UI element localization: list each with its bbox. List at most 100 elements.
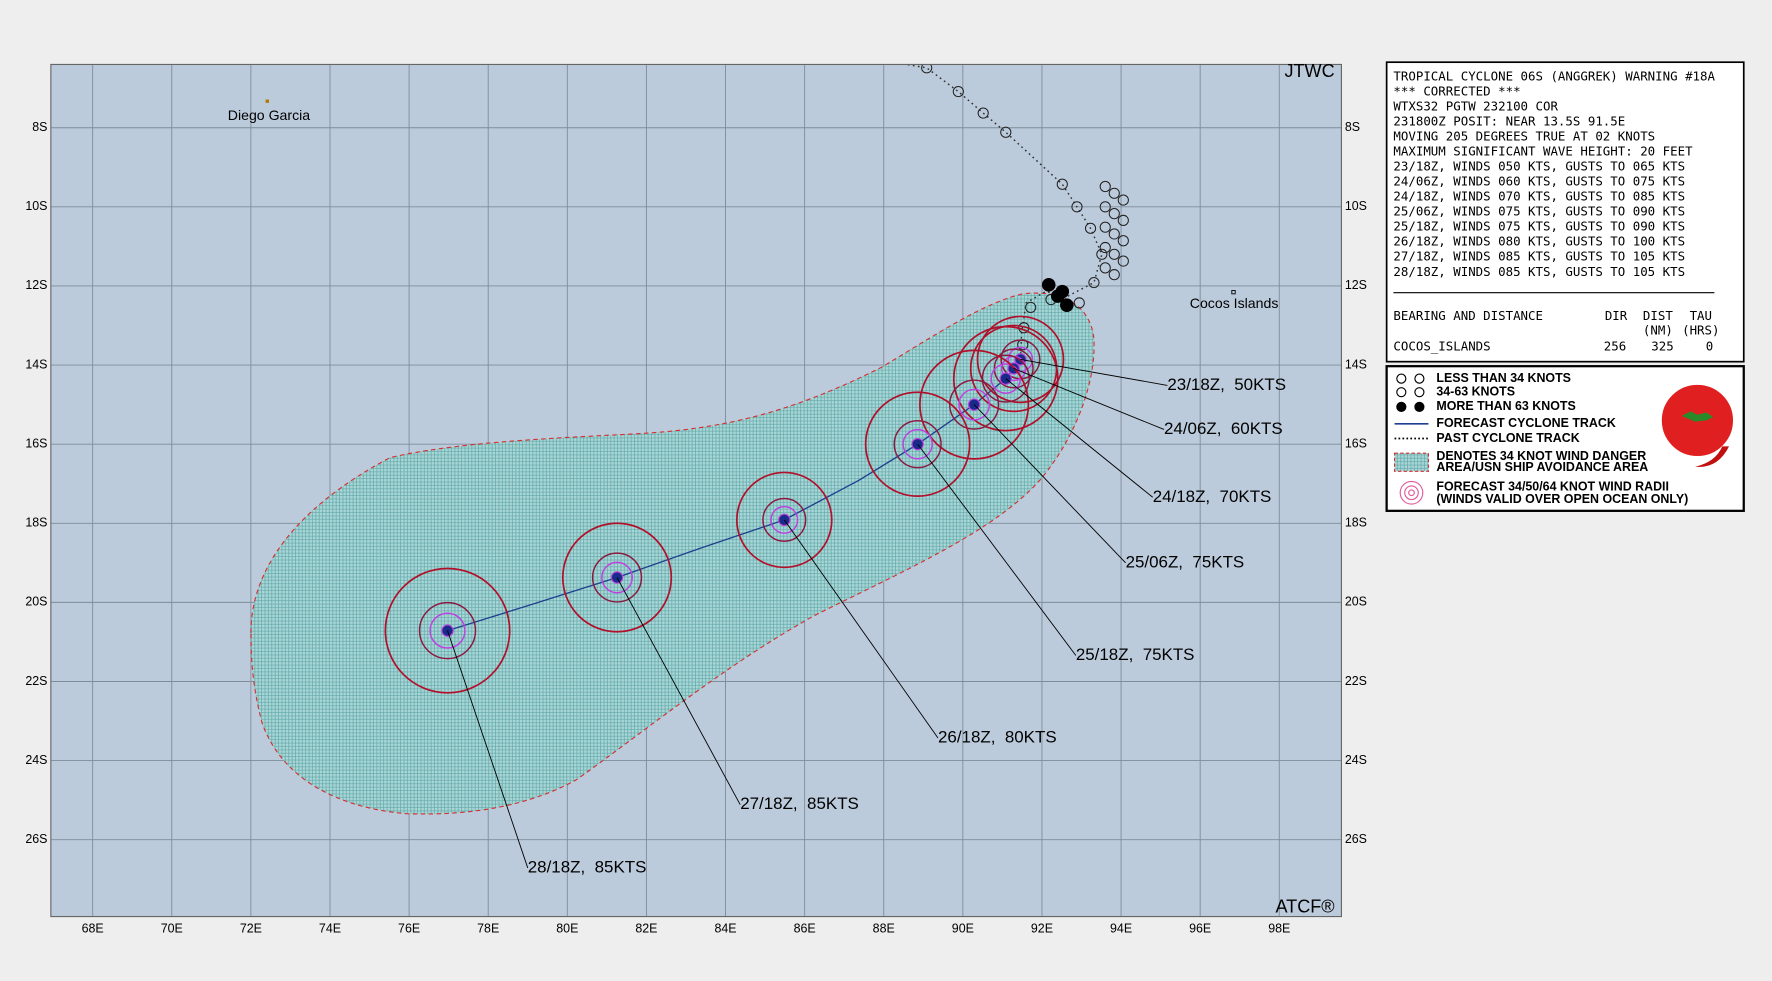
past-track — [901, 64, 1103, 360]
legend-label: FORECAST 34/50/64 KNOT WIND RADII — [1436, 479, 1669, 493]
past-position — [1071, 201, 1083, 213]
legend-symbol — [1404, 485, 1419, 501]
legend-symbol — [1408, 489, 1415, 497]
lat-label: 16S — [25, 436, 47, 450]
label-leader — [616, 577, 741, 805]
past-position — [1099, 241, 1111, 254]
legend-label: (WINDS VALID OVER OPEN OCEAN ONLY) — [1436, 492, 1688, 506]
lon-label: 72E — [240, 921, 262, 935]
table-header: TAU — [1690, 308, 1712, 323]
lat-label: 12S — [25, 278, 47, 292]
table-unit: (NM) — [1643, 323, 1673, 338]
past-position — [1117, 214, 1129, 226]
lat-label: 18S — [1345, 516, 1367, 530]
forecast-label: 23/18Z, 50KTS — [1167, 375, 1286, 394]
lat-label: 22S — [1345, 674, 1367, 688]
legend-label: PAST CYCLONE TRACK — [1436, 431, 1579, 445]
warning-line: 25/06Z, WINDS 075 KTS, GUSTS TO 090 KTS — [1393, 204, 1685, 219]
lon-label: 74E — [319, 921, 341, 935]
jtwc-logo-islands — [1681, 411, 1714, 422]
label-leader — [1020, 358, 1168, 386]
warning-line: 23/18Z, WINDS 050 KTS, GUSTS TO 065 KTS — [1393, 159, 1685, 174]
past-position — [1099, 201, 1111, 213]
legend-label: 34-63 KNOTS — [1436, 384, 1515, 398]
wind-radius-50 — [893, 420, 942, 469]
wind-radius-50 — [981, 354, 1030, 403]
warning-line: MAXIMUM SIGNIFICANT WAVE HEIGHT: 20 FEET — [1393, 144, 1693, 159]
wind-radius-34 — [864, 391, 971, 497]
lon-label: 94E — [1110, 921, 1132, 935]
table-station: COCOS_ISLANDS — [1393, 338, 1490, 353]
lon-label: 92E — [1031, 921, 1053, 935]
forecast-label: 24/18Z, 70KTS — [1153, 487, 1272, 506]
legend-symbol — [1396, 387, 1407, 398]
legend-label: DENOTES 34 KNOT WIND DANGER — [1436, 449, 1646, 463]
legend-symbol — [1393, 452, 1430, 472]
forecast-label: 25/06Z, 75KTS — [1126, 552, 1245, 571]
wind-radius-34 — [919, 349, 1030, 460]
lon-label: 84E — [714, 921, 736, 935]
lat-label: 24S — [1345, 753, 1367, 767]
lat-label: 26S — [25, 832, 47, 846]
warning-line: 28/18Z, WINDS 085 KTS, GUSTS TO 105 KTS — [1393, 264, 1685, 279]
forecast-label: 26/18Z, 80KTS — [938, 727, 1057, 746]
lon-label: 80E — [556, 921, 578, 935]
warning-line: 24/18Z, WINDS 070 KTS, GUSTS TO 085 KTS — [1393, 189, 1685, 204]
past-position — [1108, 248, 1120, 260]
lat-label: 14S — [25, 357, 47, 371]
label-leader — [973, 404, 1126, 564]
cocos-marker — [1231, 290, 1236, 295]
past-position — [1099, 262, 1111, 274]
forecast-position — [778, 513, 791, 527]
lat-label: 12S — [1345, 278, 1367, 292]
lat-label: 14S — [1345, 357, 1367, 371]
jtwc-logo-tail — [1695, 446, 1730, 467]
lon-label: 70E — [161, 921, 183, 935]
warning-line: 25/18Z, WINDS 075 KTS, GUSTS TO 090 KTS — [1393, 219, 1685, 234]
lon-label: 78E — [477, 921, 499, 935]
lon-label: 88E — [873, 921, 895, 935]
lon-label: 86E — [794, 921, 816, 935]
past-position — [1096, 248, 1108, 260]
wind-radius-64 — [958, 388, 991, 421]
table-cell: 0 — [1706, 338, 1713, 353]
legend-symbol — [1399, 480, 1424, 505]
past-position — [1117, 194, 1129, 206]
past-position-strong — [1041, 278, 1056, 292]
past-position — [1025, 301, 1037, 314]
legend-symbol — [1414, 373, 1425, 384]
wind-radius-64 — [770, 505, 799, 534]
lat-label: 20S — [1345, 595, 1367, 609]
legend-symbol — [1396, 401, 1407, 412]
label-leader — [1005, 378, 1153, 498]
wind-radius-64 — [601, 561, 633, 594]
label-leader — [447, 630, 529, 869]
wind-radius-50 — [949, 379, 1000, 430]
lat-label: 18S — [25, 516, 47, 530]
past-position — [1000, 126, 1012, 138]
table-unit: (HRS) — [1682, 323, 1719, 338]
warning-box — [1385, 61, 1745, 363]
map-frame — [50, 63, 1342, 918]
wind-radius-50 — [762, 497, 807, 542]
lat-label: 10S — [25, 199, 47, 213]
forecast-label: 27/18Z, 85KTS — [740, 794, 859, 813]
table-cell: 256 — [1604, 338, 1626, 353]
legend-label: LESS THAN 34 KNOTS — [1436, 371, 1571, 385]
lon-label: 76E — [398, 921, 420, 935]
label-leader — [783, 519, 939, 739]
danger-area — [250, 292, 1095, 815]
warning-line: TROPICAL CYCLONE 06S (ANGGREK) WARNING #… — [1393, 68, 1715, 83]
past-position — [1108, 269, 1120, 281]
past-position — [1117, 235, 1129, 247]
label-leader — [917, 443, 1077, 656]
past-position-strong — [1055, 284, 1070, 299]
wind-radius-50 — [591, 552, 643, 603]
lat-label: 16S — [1345, 436, 1367, 450]
wind-radius-64 — [429, 612, 466, 649]
table-cell: 325 — [1651, 338, 1673, 353]
wind-radius-64 — [902, 428, 933, 460]
